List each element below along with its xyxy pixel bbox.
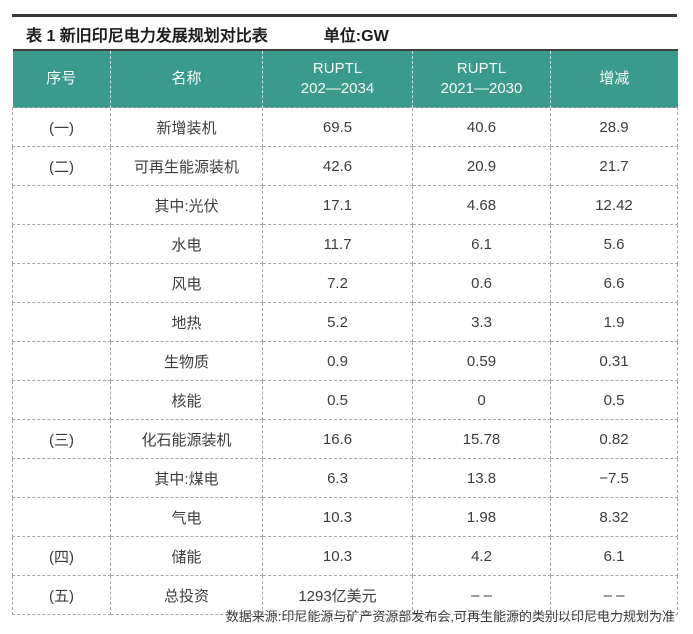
cell: 0.82 <box>550 419 678 459</box>
table-row: 核能 0.5 0 0.5 <box>12 380 678 420</box>
top-rule-divider <box>12 14 677 17</box>
cell: – – <box>550 575 678 615</box>
table-row: (四) 储能 10.3 4.2 6.1 <box>12 536 678 576</box>
cell: 新增装机 <box>110 107 263 147</box>
table-row: 气电 10.3 1.98 8.32 <box>12 497 678 537</box>
cell: 其中:光伏 <box>110 185 263 225</box>
cell: 0.5 <box>262 380 413 420</box>
table-row: 风电 7.2 0.6 6.6 <box>12 263 678 303</box>
cell: 28.9 <box>550 107 678 147</box>
cell: 0.9 <box>262 341 413 381</box>
cell <box>12 302 111 342</box>
cell: (四) <box>12 536 111 576</box>
cell: 11.7 <box>262 224 413 264</box>
cell: 12.42 <box>550 185 678 225</box>
cell: (二) <box>12 146 111 186</box>
cell: 6.1 <box>550 536 678 576</box>
cell: (一) <box>12 107 111 147</box>
table-caption: 表 1 新旧印尼电力发展规划对比表 单位:GW <box>26 22 389 46</box>
cell: −7.5 <box>550 458 678 498</box>
cell: 地热 <box>110 302 263 342</box>
unit-label: 单位:GW <box>323 28 389 45</box>
cell: (三) <box>12 419 111 459</box>
cell: 气电 <box>110 497 263 537</box>
cell: 0.59 <box>412 341 551 381</box>
cell: 核能 <box>110 380 263 420</box>
cell: – – <box>412 575 551 615</box>
cell: 1293亿美元 <box>262 575 413 615</box>
cell: 15.78 <box>412 419 551 459</box>
cell: 生物质 <box>110 341 263 381</box>
cell: 5.2 <box>262 302 413 342</box>
cell: 13.8 <box>412 458 551 498</box>
cell: 0 <box>412 380 551 420</box>
cell: 3.3 <box>412 302 551 342</box>
cell: 储能 <box>110 536 263 576</box>
cell <box>12 341 111 381</box>
cell: 0.5 <box>550 380 678 420</box>
cell: 8.32 <box>550 497 678 537</box>
comparison-table: 序号 名称 RUPTL 202—2034 RUPTL 2021—2030 增减 (一) 新增装… <box>12 49 678 615</box>
cell: 17.1 <box>262 185 413 225</box>
cell: 0.31 <box>550 341 678 381</box>
cell: 4.2 <box>412 536 551 576</box>
cell: 21.7 <box>550 146 678 186</box>
cell: 化石能源装机 <box>110 419 263 459</box>
cell: 16.6 <box>262 419 413 459</box>
cell: 5.6 <box>550 224 678 264</box>
cell <box>12 458 111 498</box>
cell: 6.1 <box>412 224 551 264</box>
table-row: (二) 可再生能源装机 42.6 20.9 21.7 <box>12 146 678 186</box>
cell: 1.98 <box>412 497 551 537</box>
cell <box>12 497 111 537</box>
cell: (五) <box>12 575 111 615</box>
cell: 10.3 <box>262 536 413 576</box>
cell: 6.6 <box>550 263 678 303</box>
column-header: RUPTL 202—2034 <box>262 49 413 108</box>
cell: 风电 <box>110 263 263 303</box>
table-row: (一) 新增装机 69.5 40.6 28.9 <box>12 107 678 147</box>
column-header: 序号 <box>12 49 111 108</box>
page-title: 表 1 新旧印尼电力发展规划对比表 <box>26 28 268 45</box>
table-row: 地热 5.2 3.3 1.9 <box>12 302 678 342</box>
table-row: 生物质 0.9 0.59 0.31 <box>12 341 678 381</box>
cell: 4.68 <box>412 185 551 225</box>
cell <box>12 224 111 264</box>
cell <box>12 185 111 225</box>
column-header: 增减 <box>550 49 678 108</box>
table-body: (一) 新增装机 69.5 40.6 28.9 (二) 可再生能源装机 42.6 20.9 21.… <box>12 107 678 615</box>
table-row: 其中:煤电 6.3 13.8 −7.5 <box>12 458 678 498</box>
cell: 7.2 <box>262 263 413 303</box>
header-row: 序号 名称 RUPTL 202—2034 RUPTL 2021—2030 增减 <box>12 49 678 108</box>
cell: 42.6 <box>262 146 413 186</box>
data-source-note: 数据来源:印尼能源与矿产资源部发布会,可再生能源的类别以印尼电力规划为准 <box>225 609 675 624</box>
cell: 69.5 <box>262 107 413 147</box>
table-row: (五) 总投资 1293亿美元 – – – – <box>12 575 678 615</box>
cell: 40.6 <box>412 107 551 147</box>
column-header: 名称 <box>110 49 263 108</box>
cell: 可再生能源装机 <box>110 146 263 186</box>
cell: 0.6 <box>412 263 551 303</box>
table-row: (三) 化石能源装机 16.6 15.78 0.82 <box>12 419 678 459</box>
cell: 10.3 <box>262 497 413 537</box>
table-row: 其中:光伏 17.1 4.68 12.42 <box>12 185 678 225</box>
cell: 1.9 <box>550 302 678 342</box>
cell: 20.9 <box>412 146 551 186</box>
column-header: RUPTL 2021—2030 <box>412 49 551 108</box>
cell: 6.3 <box>262 458 413 498</box>
cell <box>12 263 111 303</box>
cell: 水电 <box>110 224 263 264</box>
cell <box>12 380 111 420</box>
table-row: 水电 11.7 6.1 5.6 <box>12 224 678 264</box>
comparison-table-wrap: 序号 名称 RUPTL 202—2034 RUPTL 2021—2030 增减 (一) 新增装… <box>12 49 678 615</box>
cell: 其中:煤电 <box>110 458 263 498</box>
